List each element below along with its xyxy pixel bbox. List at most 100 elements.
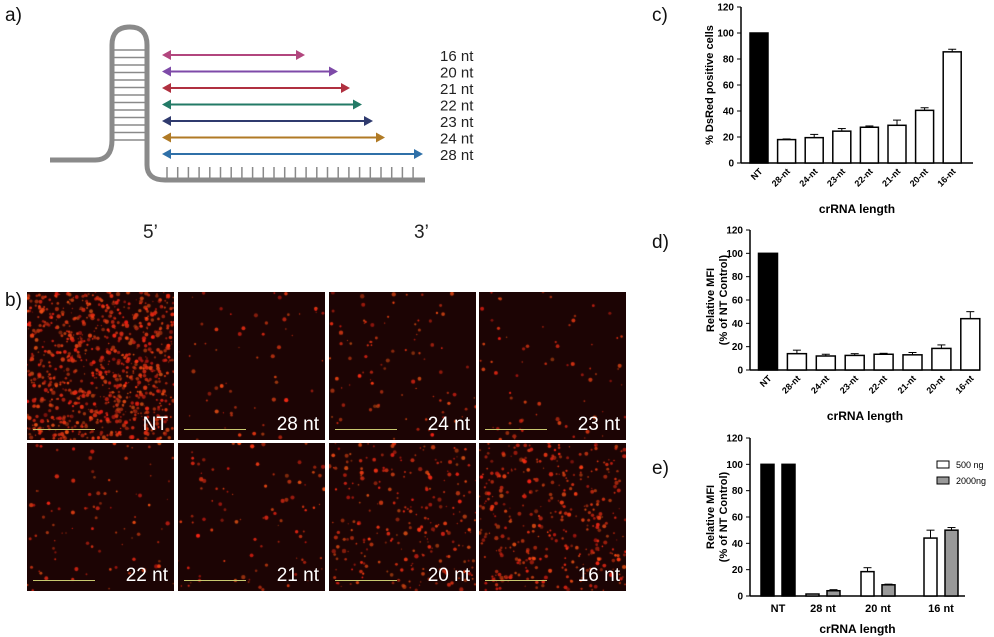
micrograph-label: 24 nt bbox=[427, 414, 470, 435]
bar bbox=[844, 354, 865, 371]
scale-bar bbox=[485, 580, 547, 581]
bar bbox=[760, 463, 775, 597]
x-tick-label: 20-nt bbox=[925, 373, 947, 395]
y-tick-label: 100 bbox=[717, 29, 734, 40]
fluorescence-image bbox=[479, 292, 626, 440]
x-tick-label: 21-nt bbox=[896, 373, 918, 395]
bar bbox=[860, 570, 875, 597]
bar bbox=[914, 109, 935, 164]
x-tick-label: 16-nt bbox=[935, 166, 957, 188]
y-tick-label: 100 bbox=[726, 460, 743, 471]
fluorescence-image bbox=[27, 292, 174, 440]
y-tick-label: 40 bbox=[732, 319, 744, 330]
arrowhead-right-icon bbox=[376, 132, 385, 143]
bar bbox=[859, 126, 880, 164]
bar bbox=[786, 352, 808, 371]
y-tick-label: 0 bbox=[737, 366, 743, 377]
panel-label-d: d) bbox=[652, 232, 669, 253]
fluorescence-image bbox=[178, 292, 325, 440]
y-tick-label: 120 bbox=[717, 3, 734, 14]
five-prime-label: 5’ bbox=[143, 222, 158, 243]
micrograph-label: 22 nt bbox=[125, 565, 168, 586]
length-label: 20 nt bbox=[440, 65, 474, 82]
bar bbox=[804, 136, 824, 164]
scale-bar bbox=[33, 580, 95, 581]
bar bbox=[931, 347, 952, 371]
legend-label: 500 ng bbox=[956, 460, 984, 470]
fluorescence-image bbox=[329, 443, 476, 591]
fluorescence-image bbox=[27, 443, 174, 591]
length-label: 16 nt bbox=[440, 48, 474, 65]
x-tick-label: 24-nt bbox=[809, 373, 831, 395]
three-prime-label: 3’ bbox=[414, 222, 429, 243]
arrowhead-left-icon bbox=[162, 149, 171, 159]
arrowhead-right-icon bbox=[414, 149, 423, 159]
bar bbox=[757, 252, 779, 371]
arrowhead-right-icon bbox=[341, 83, 350, 93]
y-tick-label: 60 bbox=[732, 296, 744, 307]
y-tick-label: 80 bbox=[723, 55, 735, 66]
scale-bar bbox=[184, 429, 246, 430]
micrograph-5: 22 nt bbox=[27, 443, 174, 591]
arrowhead-right-icon bbox=[329, 66, 338, 77]
y-tick-label: 0 bbox=[737, 592, 743, 603]
micrograph-4: 23 nt bbox=[479, 292, 626, 440]
arrowhead-right-icon bbox=[353, 99, 362, 110]
panel-label-b: b) bbox=[5, 290, 22, 311]
panel-label-a: a) bbox=[5, 5, 22, 26]
y-tick-label: 120 bbox=[726, 226, 743, 237]
micrograph-1: NT bbox=[27, 292, 174, 440]
panel-label-c: c) bbox=[652, 5, 668, 26]
x-tick-label: 20-nt bbox=[908, 166, 930, 188]
micrograph-2: 28 nt bbox=[178, 292, 325, 440]
x-tick-label: NT bbox=[771, 603, 786, 615]
y-tick-label: 20 bbox=[732, 342, 744, 353]
x-tick-label: 16-nt bbox=[953, 373, 975, 395]
y-tick-label: 60 bbox=[723, 81, 735, 92]
y-tick-label: 100 bbox=[726, 249, 743, 260]
fluorescence-image bbox=[329, 292, 476, 440]
x-tick-label: 28-nt bbox=[770, 166, 792, 188]
legend-swatch bbox=[936, 460, 950, 469]
bar bbox=[805, 593, 820, 597]
x-tick-label: 16 nt bbox=[928, 603, 954, 615]
y-axis-label-line2: (% of NT Control) bbox=[718, 471, 730, 562]
x-axis-label: crRNA length bbox=[827, 409, 903, 423]
x-tick-label: 22-nt bbox=[867, 373, 889, 395]
bar bbox=[881, 584, 896, 597]
micrograph-label: 20 nt bbox=[427, 565, 470, 586]
arrowhead-left-icon bbox=[162, 132, 171, 143]
x-tick-label: 28 nt bbox=[810, 603, 836, 615]
panel-label-e: e) bbox=[652, 458, 669, 479]
micrograph-7: 20 nt bbox=[329, 443, 476, 591]
bar bbox=[942, 51, 962, 164]
x-axis-label: crRNA length bbox=[819, 622, 895, 636]
arrowhead-left-icon bbox=[162, 116, 171, 126]
bar bbox=[826, 589, 841, 597]
y-tick-label: 40 bbox=[723, 107, 735, 118]
arrowhead-right-icon bbox=[364, 116, 373, 126]
arrowhead-right-icon bbox=[296, 50, 305, 60]
arrowhead-left-icon bbox=[162, 66, 171, 77]
rna-backbone bbox=[50, 24, 425, 183]
fluorescence-image bbox=[479, 443, 626, 591]
y-tick-label: 80 bbox=[732, 272, 744, 283]
x-axis-label: crRNA length bbox=[819, 202, 895, 216]
arrowhead-left-icon bbox=[162, 83, 171, 93]
scale-bar bbox=[33, 429, 95, 430]
x-tick-label: NT bbox=[758, 373, 774, 389]
length-label: 22 nt bbox=[440, 98, 474, 115]
x-tick-label: 22-nt bbox=[853, 166, 875, 188]
bar bbox=[776, 138, 797, 164]
scale-bar bbox=[335, 429, 397, 430]
micrograph-label: 23 nt bbox=[577, 414, 620, 435]
length-label: 24 nt bbox=[440, 131, 474, 148]
bar bbox=[960, 317, 981, 371]
legend-label: 2000ng bbox=[956, 476, 986, 486]
length-label: 21 nt bbox=[440, 81, 474, 98]
bar bbox=[815, 355, 837, 371]
x-tick-label: 28-nt bbox=[780, 373, 802, 395]
fluorescence-image bbox=[178, 443, 325, 591]
micrograph-6: 21 nt bbox=[178, 443, 325, 591]
